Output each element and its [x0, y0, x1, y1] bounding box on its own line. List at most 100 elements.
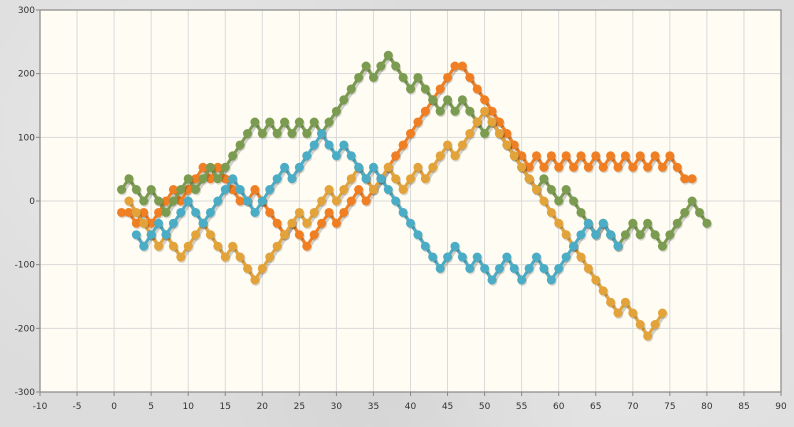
data-point [465, 72, 475, 82]
data-point [635, 151, 645, 161]
data-point [376, 61, 386, 71]
data-point [606, 297, 616, 307]
data-point [265, 207, 275, 217]
data-point [242, 263, 252, 273]
data-point [331, 196, 341, 206]
data-point [635, 230, 645, 240]
data-point [331, 218, 341, 228]
data-point [161, 196, 171, 206]
y-tick-label: -300 [15, 388, 36, 398]
data-point [546, 151, 556, 161]
data-point [420, 241, 430, 251]
data-point [302, 241, 312, 251]
data-point [317, 129, 327, 139]
data-point [324, 140, 334, 150]
data-point [657, 162, 667, 172]
data-point [205, 230, 215, 240]
data-point [650, 230, 660, 240]
data-point [198, 162, 208, 172]
data-point [509, 151, 519, 161]
series-group [117, 50, 713, 342]
data-point [561, 252, 571, 262]
data-point [591, 275, 601, 285]
data-point [680, 207, 690, 217]
data-point [168, 241, 178, 251]
data-point [502, 129, 512, 139]
data-point [643, 218, 653, 228]
data-point [339, 140, 349, 150]
data-point [235, 196, 245, 206]
data-point [694, 207, 704, 217]
data-point [487, 106, 497, 116]
data-point [228, 151, 238, 161]
data-point [398, 140, 408, 150]
data-point [524, 263, 534, 273]
data-point [191, 207, 201, 217]
data-point [657, 241, 667, 251]
data-point [413, 230, 423, 240]
data-point [391, 151, 401, 161]
data-point [480, 106, 490, 116]
data-point [117, 185, 127, 195]
data-point [331, 151, 341, 161]
series-3 [124, 106, 668, 342]
data-point [465, 106, 475, 116]
data-point [272, 174, 282, 184]
data-point [228, 241, 238, 251]
data-point [124, 174, 134, 184]
data-point [368, 162, 378, 172]
data-point [294, 162, 304, 172]
data-point [257, 263, 267, 273]
data-point [613, 308, 623, 318]
data-point [213, 162, 223, 172]
data-point [354, 162, 364, 172]
data-point [339, 207, 349, 217]
data-point [457, 95, 467, 105]
data-point [339, 185, 349, 195]
x-tick-label: 15 [220, 402, 231, 412]
data-point [205, 162, 215, 172]
data-point [539, 174, 549, 184]
data-point [176, 185, 186, 195]
data-point [539, 162, 549, 172]
data-point [487, 275, 497, 285]
data-point [591, 151, 601, 161]
series-4 [131, 129, 624, 286]
data-point [376, 174, 386, 184]
data-point [576, 151, 586, 161]
data-point [398, 185, 408, 195]
data-point [280, 230, 290, 240]
data-point [287, 174, 297, 184]
data-point [480, 263, 490, 273]
data-point [398, 72, 408, 82]
data-point [598, 286, 608, 296]
data-point [494, 263, 504, 273]
data-point [643, 331, 653, 341]
data-point [139, 241, 149, 251]
data-point [443, 72, 453, 82]
data-point [413, 162, 423, 172]
data-point [680, 174, 690, 184]
data-point [672, 218, 682, 228]
data-point [198, 218, 208, 228]
data-point [191, 185, 201, 195]
data-point [176, 207, 186, 217]
data-point [280, 117, 290, 127]
data-point [191, 230, 201, 240]
data-point [665, 151, 675, 161]
x-tick-label: 90 [775, 402, 787, 412]
data-point [465, 263, 475, 273]
data-point [287, 129, 297, 139]
data-point [287, 218, 297, 228]
data-point [161, 230, 171, 240]
data-point [213, 174, 223, 184]
data-point [257, 129, 267, 139]
data-point [383, 162, 393, 172]
data-point [272, 241, 282, 251]
data-point [494, 117, 504, 127]
data-point [250, 117, 260, 127]
data-point [183, 241, 193, 251]
data-point [554, 196, 564, 206]
x-tick-label: 30 [331, 402, 343, 412]
data-point [494, 129, 504, 139]
